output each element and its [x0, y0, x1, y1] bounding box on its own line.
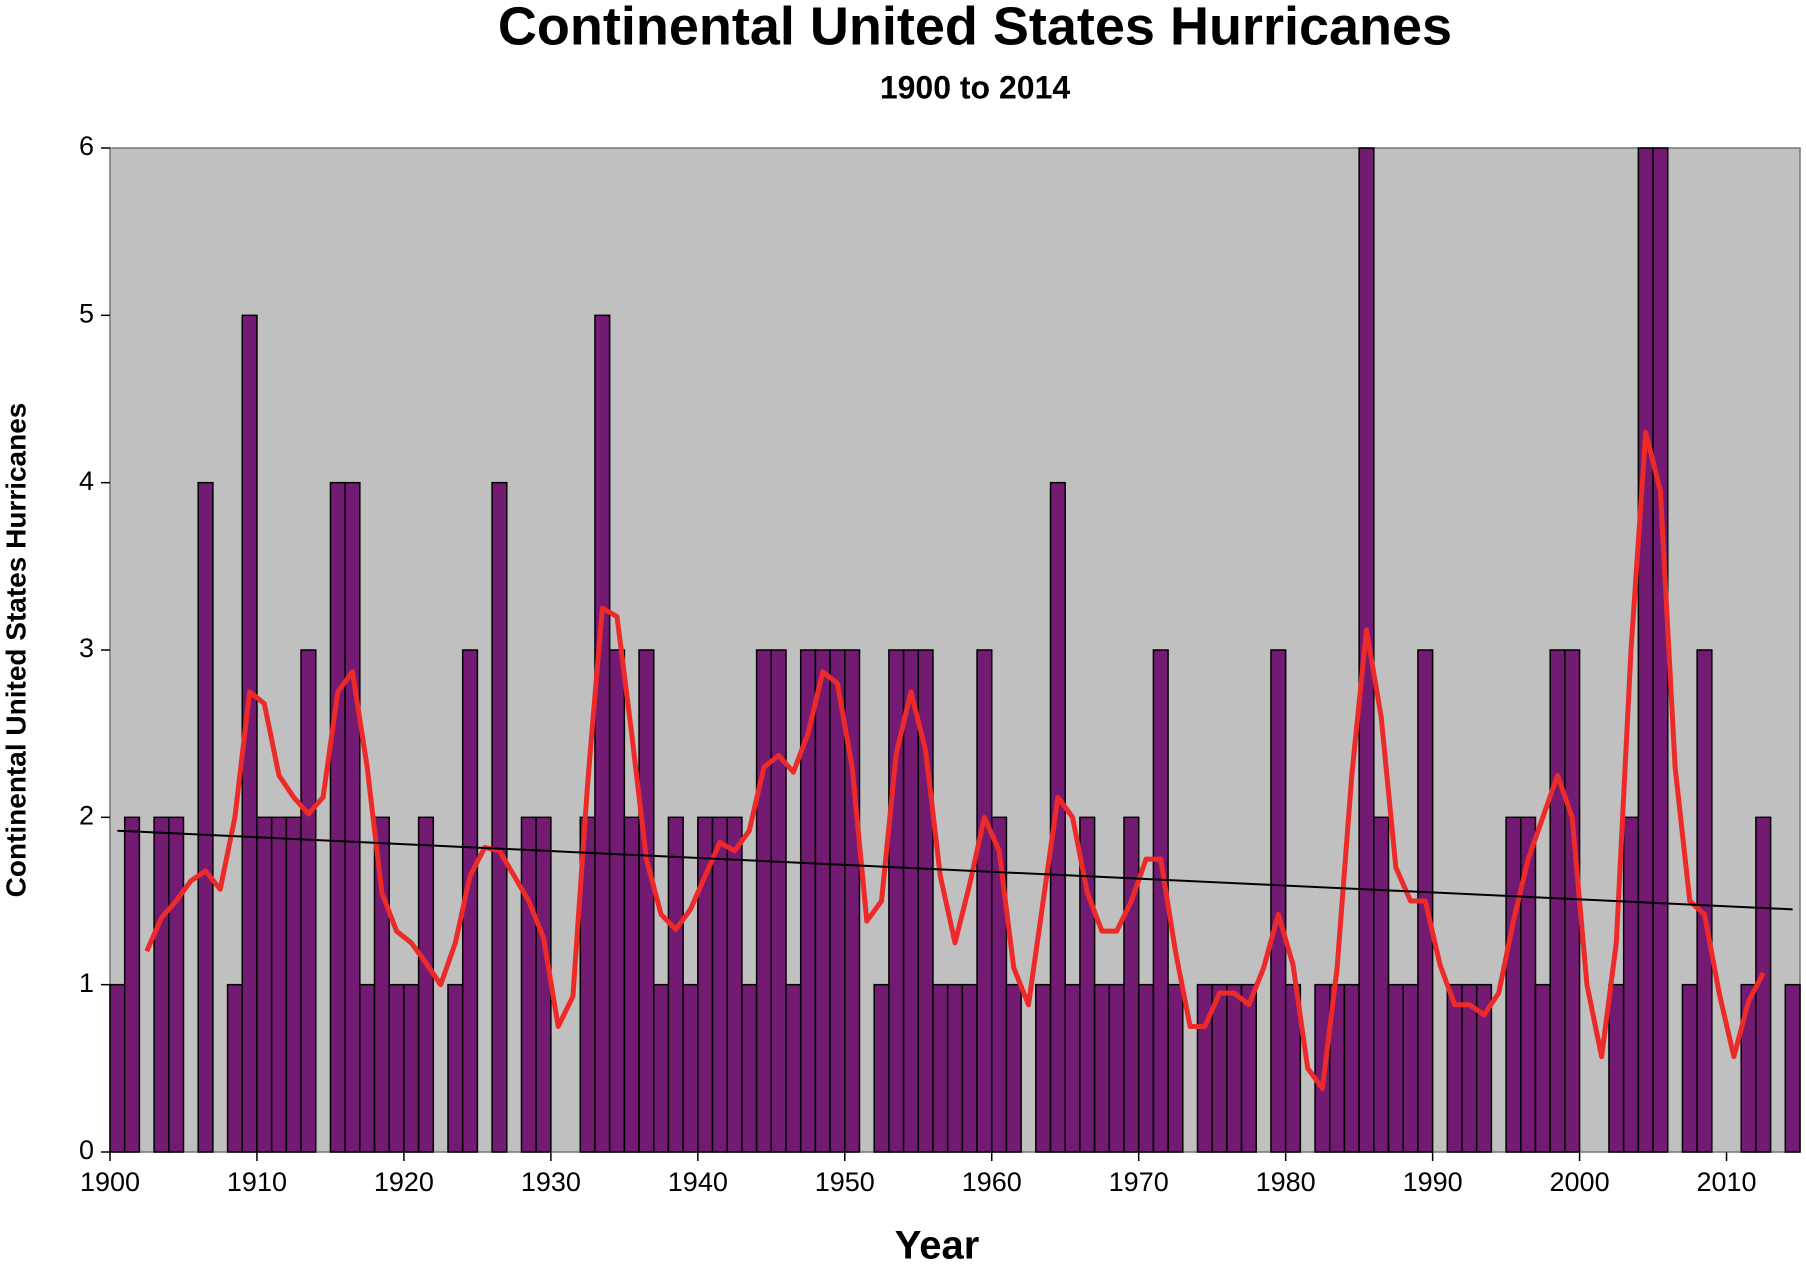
bar — [226, 983, 244, 1153]
bar — [344, 481, 361, 1153]
bar — [785, 983, 802, 1153]
bar — [197, 481, 214, 1153]
bar — [329, 481, 346, 1153]
bar — [109, 983, 126, 1153]
y-axis-label: Continental United States Hurricanes — [0, 403, 31, 898]
y-tick-label: 5 — [79, 298, 94, 328]
y-tick-label: 2 — [79, 800, 94, 830]
bar — [902, 649, 920, 1153]
bar — [300, 649, 317, 1153]
bar — [667, 816, 684, 1153]
bar — [1784, 983, 1801, 1153]
bar — [932, 983, 949, 1153]
bar — [594, 314, 611, 1153]
bar — [946, 983, 964, 1153]
y-tick-label: 6 — [79, 131, 94, 161]
bar — [844, 649, 861, 1153]
chart-subtitle: 1900 to 2014 — [880, 69, 1071, 105]
bar — [1637, 147, 1654, 1153]
bar — [359, 983, 376, 1153]
chart-title: Continental United States Hurricanes — [498, 0, 1452, 56]
bar — [1505, 816, 1522, 1153]
bar — [153, 816, 170, 1153]
bar — [1534, 983, 1551, 1153]
x-tick-label: 1930 — [521, 1167, 581, 1197]
bar — [1343, 983, 1360, 1153]
x-tick-label: 1970 — [1109, 1167, 1169, 1197]
x-tick-label: 1920 — [374, 1167, 434, 1197]
bar — [1167, 983, 1184, 1153]
bar — [1608, 983, 1625, 1153]
bar — [447, 983, 464, 1153]
bar — [285, 816, 302, 1153]
bar — [873, 983, 890, 1153]
bar — [1005, 983, 1022, 1153]
bar — [1123, 816, 1140, 1153]
bar — [1373, 816, 1390, 1153]
bar — [1284, 983, 1302, 1153]
bar — [1475, 983, 1493, 1153]
bar — [123, 816, 141, 1153]
bar — [755, 649, 773, 1153]
bar — [711, 816, 728, 1153]
bar — [741, 983, 758, 1153]
x-tick-label: 1900 — [80, 1167, 140, 1197]
bar — [270, 816, 288, 1153]
bar — [814, 649, 831, 1153]
bar — [1064, 983, 1081, 1153]
bar — [1049, 481, 1066, 1153]
bar — [256, 816, 273, 1153]
bar — [770, 649, 787, 1153]
trend-line — [117, 829, 1793, 911]
y-tick-label: 1 — [79, 968, 94, 998]
bar — [682, 983, 699, 1153]
bar — [1622, 816, 1640, 1153]
bar — [1549, 649, 1566, 1153]
bar — [961, 983, 978, 1153]
bar — [1240, 983, 1258, 1153]
bar — [535, 816, 552, 1153]
bar — [1681, 983, 1698, 1153]
x-tick-label: 1960 — [962, 1167, 1022, 1197]
bar — [638, 649, 655, 1153]
y-tick-label: 0 — [79, 1135, 94, 1165]
x-tick-label: 1980 — [1256, 1167, 1316, 1197]
bar — [403, 983, 420, 1153]
x-axis-label: Year — [895, 1224, 980, 1268]
bar — [1137, 983, 1155, 1153]
bar — [491, 481, 508, 1153]
bar — [1108, 983, 1125, 1153]
bar — [168, 816, 185, 1153]
x-tick-label: 1910 — [227, 1167, 287, 1197]
bar — [1402, 983, 1419, 1153]
bar — [417, 816, 435, 1153]
x-tick-label: 2000 — [1550, 1167, 1610, 1197]
bar — [1696, 649, 1713, 1153]
x-tick-label: 1990 — [1403, 1167, 1463, 1197]
bar — [1226, 983, 1243, 1153]
bar — [1387, 983, 1404, 1153]
bar — [652, 983, 670, 1153]
y-tick-label: 3 — [79, 633, 94, 663]
bar — [726, 816, 743, 1153]
bar — [623, 816, 640, 1153]
bar — [1652, 147, 1669, 1153]
bar — [1093, 983, 1111, 1153]
bar — [388, 983, 405, 1153]
bar — [1035, 983, 1052, 1153]
bar — [1446, 983, 1463, 1153]
x-tick-label: 1950 — [815, 1167, 875, 1197]
x-tick-label: 2010 — [1696, 1167, 1756, 1197]
bar — [608, 649, 626, 1153]
x-tick-label: 1940 — [668, 1167, 728, 1197]
y-tick-label: 4 — [79, 466, 94, 496]
moving-average-line — [144, 429, 1766, 1091]
bar — [520, 816, 537, 1153]
bar — [1270, 649, 1287, 1153]
bar — [976, 649, 993, 1153]
